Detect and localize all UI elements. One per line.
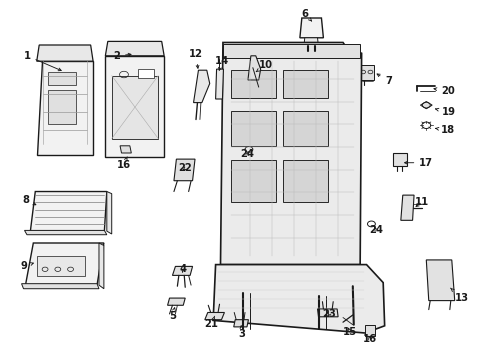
Bar: [283, 70, 328, 98]
Polygon shape: [107, 192, 112, 234]
Text: 18: 18: [436, 125, 455, 135]
Polygon shape: [168, 298, 185, 305]
Bar: [48, 72, 76, 85]
Polygon shape: [174, 159, 195, 181]
Bar: [393, 153, 407, 166]
Polygon shape: [220, 42, 362, 265]
Text: 17: 17: [405, 158, 433, 168]
Bar: [48, 90, 76, 124]
Text: 4: 4: [179, 264, 186, 274]
Text: 7: 7: [377, 74, 392, 86]
Bar: [231, 160, 276, 202]
Polygon shape: [304, 38, 318, 47]
Polygon shape: [420, 102, 432, 109]
Polygon shape: [426, 260, 455, 301]
Bar: [359, 65, 374, 80]
Polygon shape: [37, 45, 93, 61]
Polygon shape: [213, 265, 385, 333]
Polygon shape: [37, 61, 93, 155]
Polygon shape: [22, 284, 99, 289]
Bar: [112, 76, 158, 139]
Bar: [231, 70, 276, 98]
Text: 14: 14: [214, 56, 229, 70]
Polygon shape: [30, 192, 107, 231]
Bar: [283, 111, 328, 146]
Bar: [283, 160, 328, 202]
Text: 3: 3: [239, 326, 245, 339]
Text: 20: 20: [434, 86, 455, 96]
Polygon shape: [216, 69, 223, 99]
Polygon shape: [105, 41, 164, 56]
Text: 24: 24: [241, 149, 254, 159]
Polygon shape: [318, 309, 338, 317]
Polygon shape: [172, 266, 193, 275]
Bar: [365, 325, 375, 336]
Polygon shape: [248, 56, 261, 80]
Polygon shape: [120, 146, 131, 153]
Text: 8: 8: [22, 195, 36, 205]
Polygon shape: [194, 70, 210, 103]
Polygon shape: [300, 18, 323, 38]
Text: 12: 12: [189, 49, 203, 68]
Text: 13: 13: [450, 288, 468, 303]
Text: 2: 2: [113, 51, 131, 61]
Text: 22: 22: [178, 163, 192, 174]
Text: 1: 1: [24, 51, 61, 71]
Text: 21: 21: [205, 316, 219, 329]
Polygon shape: [105, 56, 164, 157]
Text: 23: 23: [322, 309, 336, 319]
Bar: [223, 44, 360, 58]
Text: 10: 10: [256, 60, 273, 72]
Polygon shape: [24, 230, 107, 235]
Polygon shape: [234, 320, 248, 327]
Text: 24: 24: [369, 225, 383, 235]
Bar: [138, 69, 154, 78]
Text: 6: 6: [302, 9, 312, 21]
Polygon shape: [25, 243, 104, 285]
Polygon shape: [205, 312, 224, 320]
Polygon shape: [401, 195, 414, 220]
Bar: [231, 111, 276, 146]
Text: 15: 15: [343, 327, 357, 337]
Text: 9: 9: [20, 261, 33, 271]
Text: 19: 19: [436, 107, 455, 117]
Bar: [37, 256, 85, 276]
Text: 11: 11: [415, 197, 430, 207]
Polygon shape: [99, 243, 104, 289]
Text: 16: 16: [363, 334, 377, 344]
Text: 5: 5: [169, 308, 176, 321]
Text: 16: 16: [117, 157, 130, 170]
